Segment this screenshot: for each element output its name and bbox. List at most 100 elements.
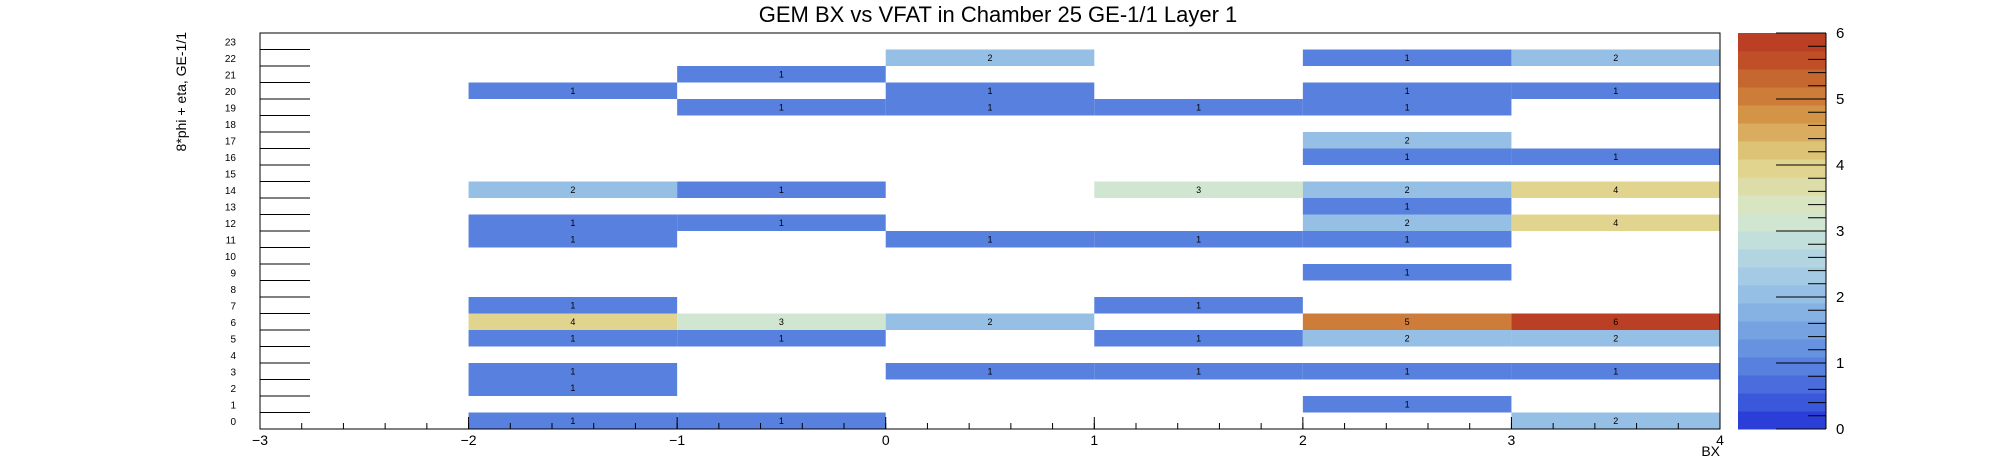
color-scale-step [1738, 411, 1826, 430]
y-tick-label: 2 [230, 384, 236, 395]
cell-value-label: 1 [1613, 86, 1618, 96]
y-tick-label: 1 [230, 400, 236, 411]
heatmap-cell [1302, 99, 1512, 116]
y-tick-label: 7 [230, 301, 236, 312]
heatmap-cell [468, 363, 678, 380]
cell-value-label: 4 [1613, 218, 1618, 228]
color-scale-step [1738, 285, 1826, 304]
color-scale-step [1738, 393, 1826, 412]
color-scale-step [1738, 51, 1826, 70]
cell-value-label: 1 [1196, 366, 1201, 376]
x-tick-label: −3 [252, 432, 268, 448]
heatmap-cell [1094, 181, 1303, 198]
heatmap-cell [885, 82, 1095, 99]
heatmap-cell [1094, 99, 1303, 116]
cell-value-label: 2 [987, 317, 992, 327]
y-tick-label: 3 [230, 367, 236, 378]
heatmap-cell [677, 99, 886, 116]
x-tick-label: 4 [1716, 432, 1724, 448]
cell-value-label: 2 [1405, 135, 1410, 145]
heatmap-cell [677, 412, 886, 429]
heatmap-cell [468, 379, 678, 396]
cell-value-label: 1 [1196, 333, 1201, 343]
x-tick-label: 0 [882, 432, 890, 448]
heatmap-cell [885, 49, 1095, 66]
cell-value-label: 3 [779, 317, 784, 327]
cell-value-label: 1 [570, 234, 575, 244]
cell-value-label: 2 [987, 53, 992, 63]
y-tick-label: 8 [230, 285, 236, 296]
heatmap-cell [468, 231, 678, 248]
color-scale-step [1738, 33, 1826, 52]
heatmap-cell [1302, 396, 1512, 413]
cell-value-label: 1 [1196, 300, 1201, 310]
color-scale-step [1738, 267, 1826, 286]
heatmap-cell [885, 363, 1095, 380]
cell-value-labels: 1 1 2 1 1 1 1 1 1 1 1 1 1 2 2 4 3 2 5 6 1 1 1 1 1 1 1 1 1 2 4 1 2 1 3 2 4 1 1 2… [570, 53, 1618, 426]
heatmap-cell [1511, 181, 1720, 198]
cell-value-label: 1 [570, 333, 575, 343]
color-scale-step [1738, 177, 1826, 196]
color-scale-step [1738, 159, 1826, 178]
heatmap-cell [468, 82, 678, 99]
cell-value-label: 1 [1613, 366, 1618, 376]
heatmap-cell [1094, 330, 1303, 347]
y-tick-label: 23 [225, 37, 237, 48]
heatmap-cell [1302, 132, 1512, 149]
color-scale-tick-label: 4 [1836, 157, 1844, 174]
heatmap-cell [1511, 148, 1720, 165]
cell-value-label: 1 [1405, 234, 1410, 244]
cell-value-label: 1 [1196, 234, 1201, 244]
cell-value-label: 1 [779, 102, 784, 112]
cell-value-label: 2 [1613, 53, 1618, 63]
heatmap-cell [1302, 264, 1512, 281]
cell-value-label: 1 [779, 185, 784, 195]
heatmap-cell [677, 181, 886, 198]
x-axis: −3 −2 −1 0 1 2 3 4 [252, 417, 1724, 448]
heatmap-cell [468, 330, 678, 347]
heatmap-cell [1302, 49, 1512, 66]
cell-value-label: 1 [1196, 102, 1201, 112]
heatmap-cell [677, 330, 886, 347]
heatmap-cell [1302, 363, 1512, 380]
y-tick-label: 4 [230, 351, 236, 362]
cell-value-label: 1 [570, 366, 575, 376]
y-tick-label: 21 [225, 70, 237, 81]
y-tick-label: 11 [226, 235, 237, 246]
x-tick-label: 2 [1299, 432, 1307, 448]
cell-value-label: 1 [570, 416, 575, 426]
cell-value-label: 1 [987, 234, 992, 244]
y-tick-label: 19 [225, 103, 237, 114]
cell-value-label: 1 [1405, 53, 1410, 63]
y-tick-label: 0 [230, 417, 236, 428]
heatmap-cell [1511, 49, 1720, 66]
heatmap-cell [1302, 148, 1512, 165]
heatmap-cell [1302, 214, 1512, 231]
color-scale-step [1738, 105, 1826, 124]
cell-value-label: 4 [570, 317, 575, 327]
x-tick-label: 1 [1090, 432, 1098, 448]
heatmap-cell [468, 214, 678, 231]
heatmap-cell [1511, 330, 1720, 347]
y-tick-label: 17 [225, 136, 237, 147]
color-scale-tick-label: 6 [1836, 25, 1844, 42]
y-tick-label: 18 [225, 120, 237, 131]
cell-value-label: 1 [570, 218, 575, 228]
y-tick-label: 20 [225, 87, 237, 98]
cell-value-label: 2 [570, 185, 575, 195]
cell-value-label: 1 [779, 416, 784, 426]
color-scale-step [1738, 249, 1826, 268]
cell-value-label: 1 [779, 69, 784, 79]
heatmap-cell [1302, 313, 1512, 330]
cell-value-label: 1 [1405, 86, 1410, 96]
chart-title: GEM BX vs VFAT in Chamber 25 GE-1/1 Laye… [759, 2, 1238, 27]
heatmap-cell [468, 412, 678, 429]
y-tick-label: 14 [225, 186, 237, 197]
y-tick-label: 6 [230, 318, 236, 329]
cell-value-label: 1 [1613, 152, 1618, 162]
heatmap-cell [1511, 313, 1720, 330]
cell-value-label: 1 [1405, 399, 1410, 409]
color-scale-step [1738, 69, 1826, 88]
cell-value-label: 1 [1405, 152, 1410, 162]
